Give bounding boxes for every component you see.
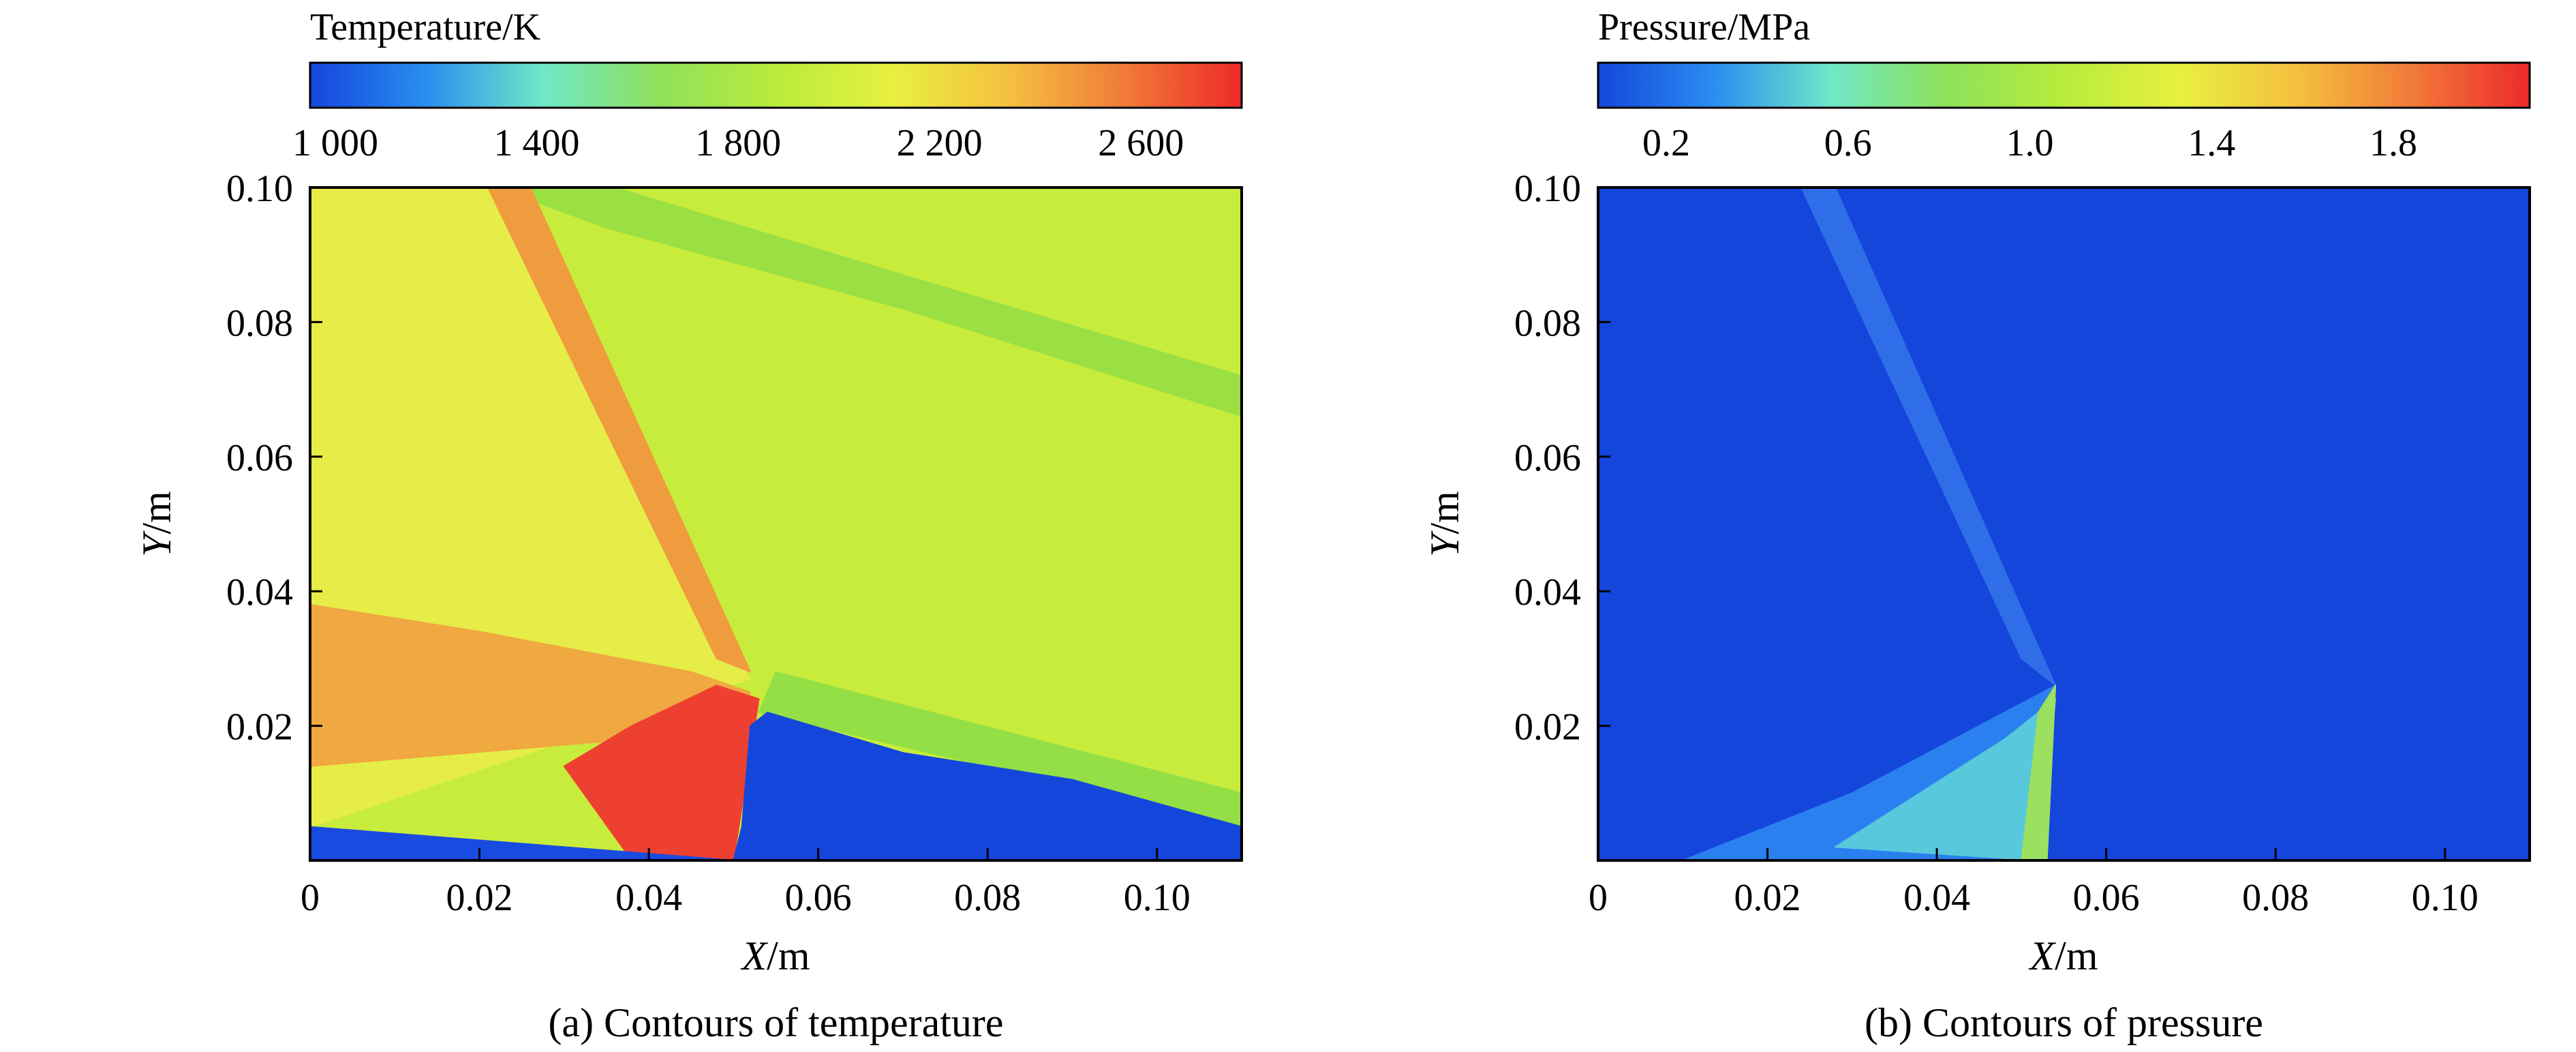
y-axis-label: Y/m [1422,491,1467,557]
panel-caption: (b) Contours of pressure [1865,1000,2263,1045]
x-tick-label: 0.06 [785,877,852,919]
colorbar-tick-label: 1.0 [2006,122,2053,164]
y-tick-label: 0.08 [226,302,293,344]
y-axis-label: Y/m [134,491,179,557]
x-axis-label: X/m [741,933,810,978]
colorbar-tick-label: 1.4 [2188,122,2235,164]
x-axis-unit: /m [767,933,810,978]
colorbar-tick-label: 0.2 [1642,122,1690,164]
y-tick-label: 0.06 [226,437,293,479]
contour-region-upper-band [495,187,1242,417]
colorbar-tick-label: 1 400 [494,122,580,164]
x-tick-label: 0 [1589,877,1608,919]
colorbar-title: Pressure/MPa [1598,6,1810,48]
contour-region-detonation-hot-core [563,685,760,860]
contour-region-background-low-pressure [1598,187,2530,860]
y-tick-label: 0.10 [226,168,293,210]
colorbar-tick-label: 2 600 [1098,122,1184,164]
x-axis-label: X/m [2029,933,2098,978]
y-tick-label: 0.02 [226,706,293,749]
y-tick-label: 0.02 [1514,706,1581,749]
x-axis-variable: X [741,933,769,978]
panel-temperature: Temperature/K 1 000 1 400 1 800 2 200 2 600 0 0… [134,6,1243,1045]
x-tick-label: 0.04 [1903,877,1970,919]
y-tick-label: 0.08 [1514,302,1581,344]
panel-caption: (a) Contours of temperature [548,1000,1003,1045]
colorbar-title: Temperature/K [310,6,540,48]
colorbar-tick-label: 0.6 [1824,122,1872,164]
colorbar [1597,61,2531,109]
contour-region-oblique-shock-front [487,187,752,673]
x-tick-label: 0.04 [615,877,682,919]
colorbar-tick-label: 1 800 [695,122,781,164]
pressure-contour-chart: Pressure/MPa 0.2 0.6 1.0 1.4 1.8 0 0.02 0.04 0.06… [1422,6,2531,1045]
x-tick-label: 0.02 [446,877,513,919]
x-tick-label: 0.06 [2073,877,2140,919]
contour-region-cold-bottom-strip [310,826,735,860]
y-tick-label: 0.04 [1514,571,1581,614]
contour-field [1598,187,2530,860]
x-tick-label: 0.10 [1124,877,1191,919]
x-tick-label: 0.10 [2412,877,2479,919]
contour-region-high-pressure-zone [1835,698,2057,860]
x-axis-variable: X [2029,933,2057,978]
contour-region-detonation-front [2021,685,2057,860]
x-axis-unit: /m [2055,933,2098,978]
x-tick-label: 0.02 [1734,877,1801,919]
plot-frame [1597,186,2531,862]
colorbar-tick-label: 1.8 [2370,122,2417,164]
x-tick-label: 0 [301,877,320,919]
colorbar-tick-label: 2 200 [897,122,983,164]
colorbar-tick-label: 1 000 [292,122,378,164]
y-tick-label: 0.06 [1514,437,1581,479]
y-axis-unit: /m [1422,491,1467,534]
temperature-contour-chart: Temperature/K 1 000 1 400 1 800 2 200 2 600 0 0… [134,6,1243,1045]
contour-field [310,187,1242,860]
y-axis-unit: /m [134,491,179,534]
y-axis-variable: Y [134,530,179,557]
x-tick-label: 0.08 [2242,877,2309,919]
contour-region-cold-fresh-gas [733,711,1242,860]
colorbar [309,61,1243,109]
y-tick-label: 0.10 [1514,168,1581,210]
y-tick-label: 0.04 [226,571,293,614]
panel-pressure: Pressure/MPa 0.2 0.6 1.0 1.4 1.8 0 0.02 0.04 0.06… [1288,0,2576,1052]
plot-frame [309,186,1243,862]
y-axis-variable: Y [1422,530,1467,557]
x-tick-label: 0.08 [954,877,1021,919]
